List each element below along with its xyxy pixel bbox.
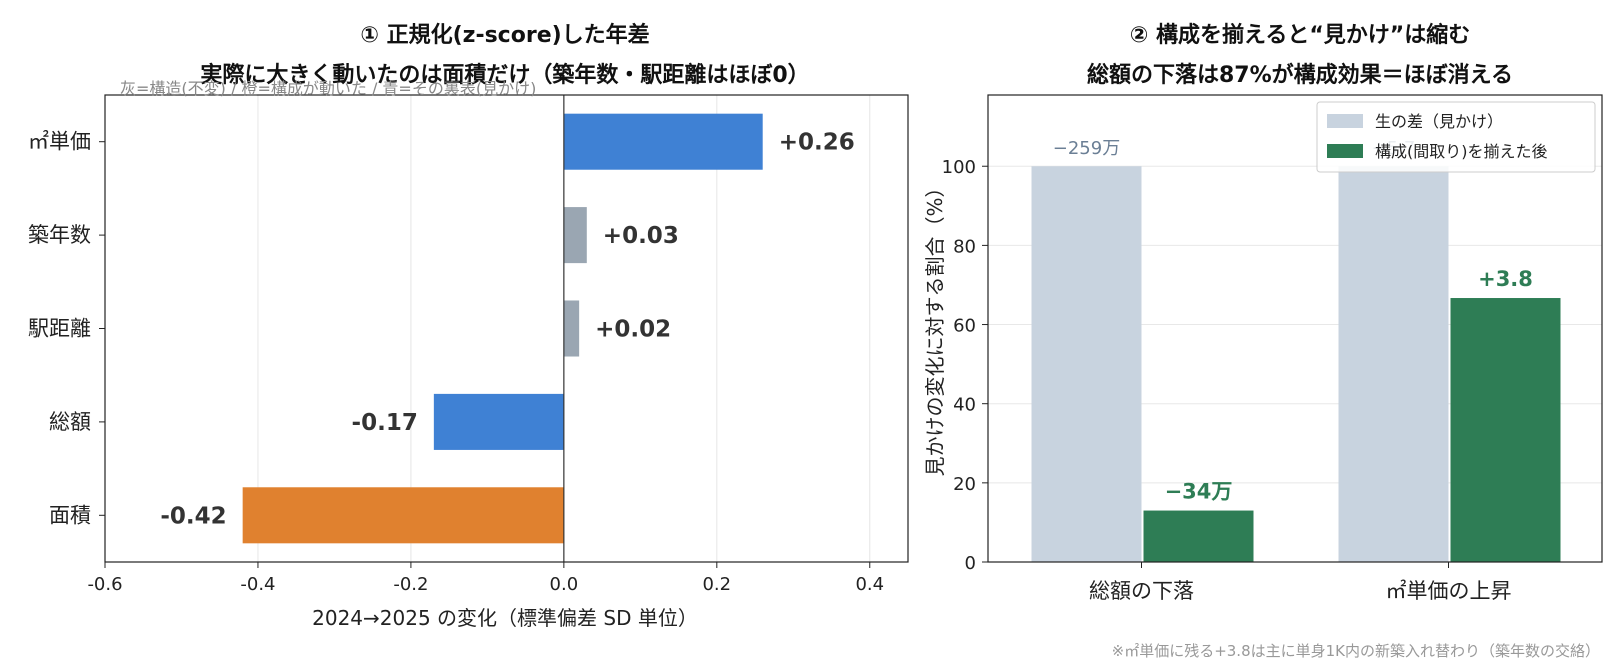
bar-value-label: −34万 [1165, 480, 1233, 504]
left-plot-area: ㎡単価 +0.26 築年数 +0.03 駅距離 +0.02 総額 -0.17 面積 -0.42 -0… [28, 94, 909, 595]
right-chart-title: ② 構成を揃えると“見かけ”は縮む [1130, 22, 1471, 48]
category-label: 総額 [49, 410, 91, 434]
x-tick-label: -0.2 [393, 574, 428, 595]
legend-swatch [1327, 144, 1363, 158]
bar-value-label: −259万 [1053, 138, 1120, 159]
bar-0-1 [1338, 166, 1449, 562]
legend-entry: 生の差（見かけ） [1375, 112, 1503, 131]
plot-frame [987, 94, 1603, 563]
right-footnote: ※㎡単価に残る+3.8は主に単身1K内の新築入れ替わり（築年数の交絡） [1112, 642, 1600, 660]
category-label: 駅距離 [28, 317, 91, 341]
y-tick-label: 20 [953, 474, 976, 495]
legend-entry: 構成(間取り)を揃えた後 [1375, 142, 1548, 161]
category-label: ㎡単価の上昇 [1386, 579, 1512, 603]
y-tick-label: 60 [953, 316, 976, 337]
y-tick-label: 80 [953, 236, 976, 257]
left-chart-note: 灰=構造(不変) / 橙=構成が動いた / 青=その裏表(見かけ) [120, 79, 536, 98]
bar-value-label: -0.17 [352, 410, 418, 436]
x-tick-label: 0.4 [855, 574, 884, 595]
x-tick-label: 0.0 [550, 574, 579, 595]
left-x-axis-label: 2024→2025 の変化（標準偏差 SD 単位） [312, 606, 698, 630]
category-label: 築年数 [28, 223, 91, 247]
y-tick-label: 40 [953, 395, 976, 416]
bar-0-0 [1031, 166, 1142, 562]
y-tick-label: 100 [942, 157, 976, 178]
right-chart-subtitle: 総額の下落は87%が構成効果＝ほぼ消える [1087, 62, 1513, 88]
legend-swatch [1327, 114, 1363, 128]
x-tick-label: 0.2 [702, 574, 731, 595]
bar-2 [563, 300, 580, 357]
bar-value-label: +3.8 [1478, 267, 1533, 291]
right-y-axis-label: 見かけの変化に対する割合（%） [923, 177, 947, 476]
category-label: ㎡単価 [28, 130, 91, 154]
category-label: 面積 [49, 503, 91, 527]
bar-1-0 [1143, 510, 1254, 562]
bar-4 [242, 487, 564, 544]
bar-value-label: +0.02 [595, 317, 671, 343]
legend-box [1316, 101, 1596, 173]
left-chart-title: ① 正規化(z-score)した年差 [360, 22, 649, 48]
x-tick-label: -0.4 [240, 574, 275, 595]
bar-value-label: +0.03 [603, 223, 679, 249]
bar-3 [433, 393, 564, 450]
legend: 生の差（見かけ） 構成(間取り)を揃えた後 [1316, 101, 1596, 173]
category-label: 総額の下落 [1089, 579, 1194, 603]
bar-1 [563, 207, 587, 264]
bar-value-label: -0.42 [160, 503, 226, 529]
left-chart-subtitle: 実際に大きく動いたのは面積だけ（築年数・駅距離はほぼ0） [200, 62, 809, 88]
bar-value-label: +0.26 [779, 130, 855, 156]
bar-0 [563, 113, 763, 170]
right-plot-area: −259万−34万総額の下落+5.7+3.8㎡単価の上昇020406080100… [942, 94, 1603, 603]
y-tick-label: 0 [965, 553, 976, 574]
plot-frame [104, 94, 909, 563]
bar-1-1 [1450, 298, 1561, 562]
x-tick-label: -0.6 [87, 574, 122, 595]
